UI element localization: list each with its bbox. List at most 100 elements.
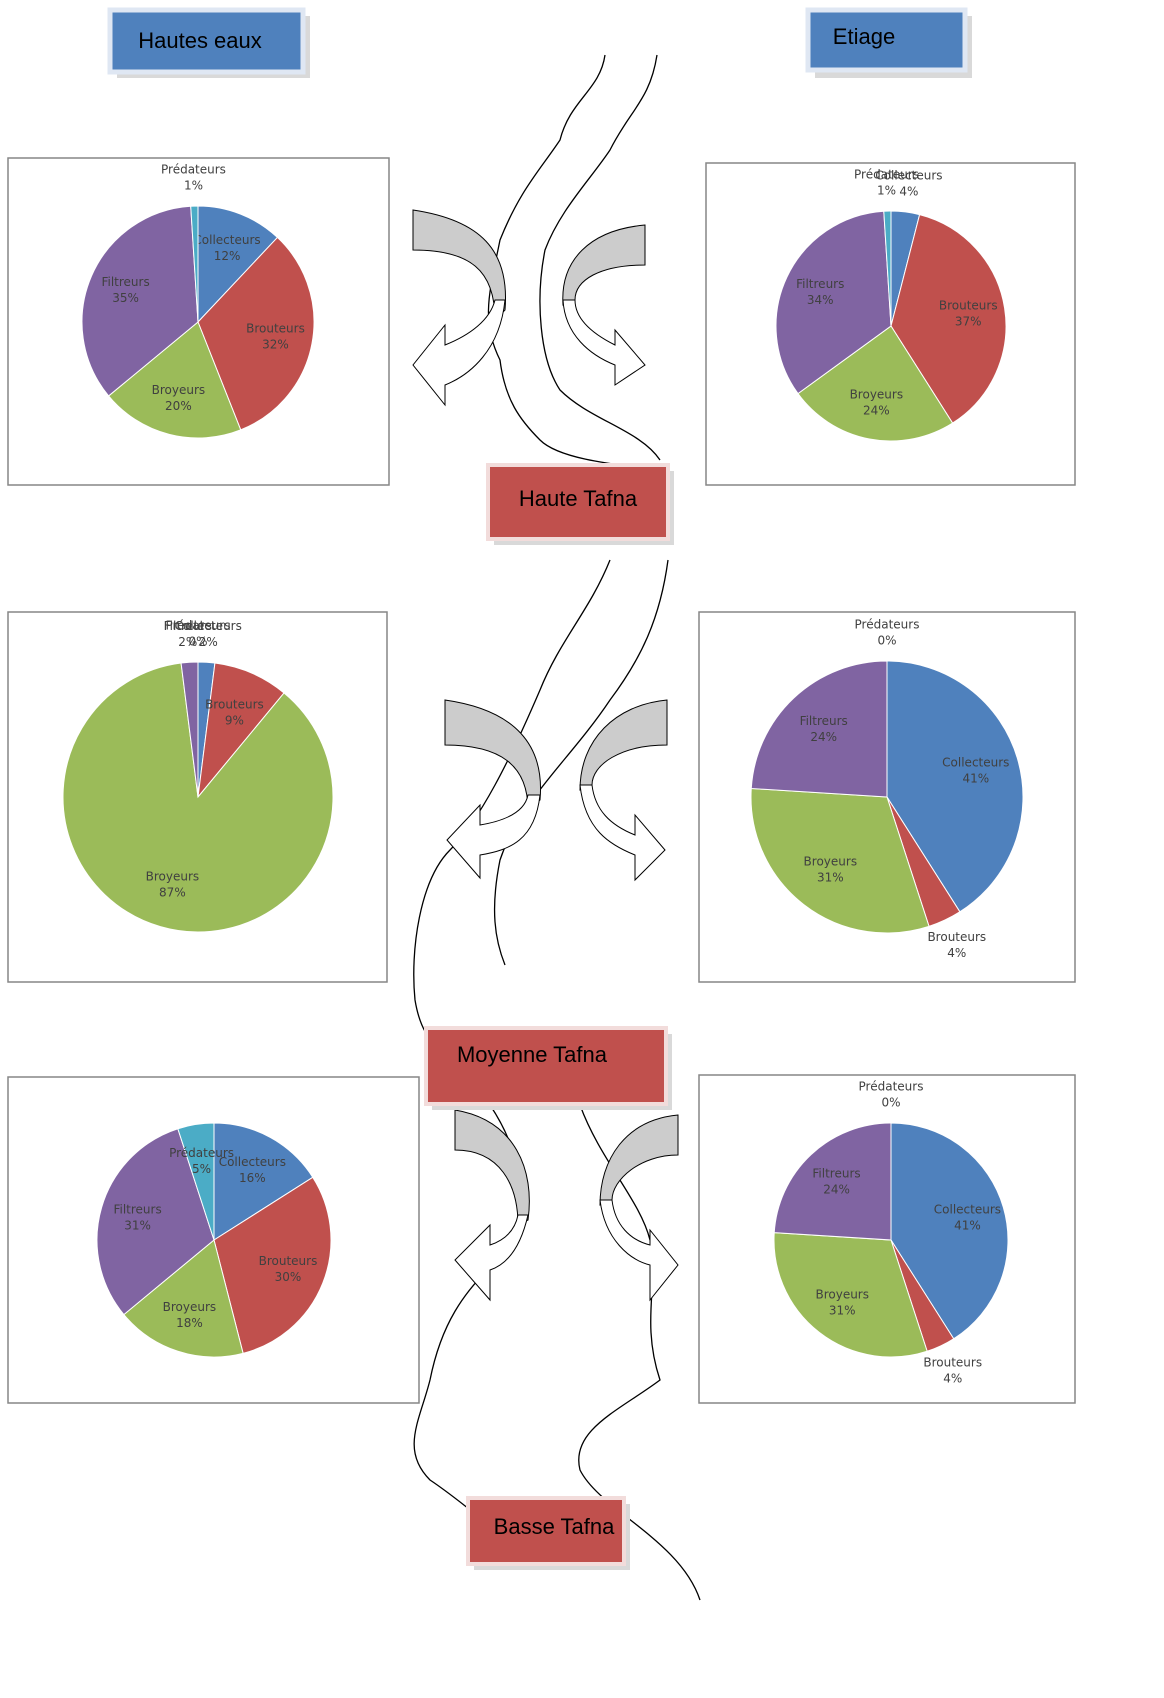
slice-label: Brouteurs (259, 1254, 318, 1268)
slice-label: Collecteurs (175, 619, 242, 633)
slice-label: Filtreurs (796, 277, 844, 291)
slice-label: Prédateurs (166, 619, 231, 633)
pie-chart: Collecteurs 41% Brouteurs 4% Broyeurs 31% Filt… (698, 611, 1076, 983)
slice-value: 20% (165, 399, 192, 413)
slice-label: Collecteurs (219, 1155, 286, 1169)
slice-value: 4% (899, 185, 918, 199)
pie-slice (886, 660, 1024, 913)
pie-slice (177, 1122, 215, 1241)
pie-slice (197, 236, 315, 431)
pie-slice (883, 210, 892, 327)
column-title: Etiage (833, 24, 895, 49)
header-box (805, 7, 968, 73)
pie-slice (123, 1239, 244, 1358)
slice-label: Broyeurs (163, 1300, 217, 1314)
pie-chart: Collecteurs 4% Brouteurs 37% Broyeurs 24% Filt… (705, 162, 1076, 486)
pie-slice (213, 1176, 332, 1354)
slice-label: Collecteurs (934, 1202, 1001, 1216)
pie-slice (890, 1122, 1009, 1340)
pie-slice (190, 205, 199, 323)
slice-label: Filtreurs (113, 1202, 161, 1216)
slice-label: Broyeurs (804, 855, 858, 869)
pie-chart: Collecteurs 16% Brouteurs 30% Broyeurs 18% Fil… (7, 1076, 420, 1404)
slice-value: 31% (829, 1303, 856, 1317)
pie-slice (773, 1122, 892, 1241)
river (413, 54, 701, 1601)
slice-label: Brouteurs (923, 1356, 982, 1370)
pie-slice (96, 1128, 215, 1316)
pie-slice (62, 662, 334, 933)
section-box (486, 463, 670, 541)
pie-slice (773, 1232, 928, 1358)
pie-slice (750, 787, 930, 934)
pie-slice (197, 205, 279, 324)
section-title: Moyenne Tafna (457, 1042, 608, 1067)
header-box (107, 7, 306, 75)
slice-label: Prédateurs (859, 1080, 924, 1094)
slice-value: 12% (214, 249, 241, 263)
pie-slice (107, 321, 242, 439)
slice-label: Filtreurs (101, 275, 149, 289)
slice-value: 87% (159, 886, 186, 900)
slice-value: 2% (178, 635, 197, 649)
section-box (466, 1496, 626, 1566)
slice-value: 4% (943, 1372, 962, 1386)
slice-value: 41% (962, 772, 989, 786)
slice-value: 5% (192, 1162, 211, 1176)
pie-slice (213, 1122, 314, 1241)
slice-label: Broyeurs (850, 387, 904, 401)
pie-chart: Collecteurs 2% Brouteurs 9% Broyeurs 87% Filtr… (7, 611, 388, 983)
slice-value: 1% (877, 184, 896, 198)
pie-slice (775, 210, 892, 395)
slice-value: 34% (807, 293, 834, 307)
slice-label: Brouteurs (246, 321, 305, 335)
slice-value: 0% (877, 634, 896, 648)
pie-slice (797, 325, 954, 442)
pie-chart: Collecteurs 41% Brouteurs 4% Broyeurs 31% Filt… (698, 1074, 1076, 1404)
slice-value: 24% (823, 1183, 850, 1197)
slice-value: 0% (881, 1096, 900, 1110)
slice-value: 9% (225, 713, 244, 727)
column-title: Hautes eaux (138, 28, 262, 53)
slice-value: 31% (817, 871, 844, 885)
slice-value: 16% (239, 1171, 266, 1185)
slice-label: Brouteurs (205, 697, 264, 711)
slice-value: 1% (184, 179, 203, 193)
slice-value: 41% (954, 1218, 981, 1232)
section-box (424, 1026, 668, 1106)
slice-label: Brouteurs (927, 930, 986, 944)
section-title: Haute Tafna (519, 486, 638, 511)
slice-label: Filtreurs (812, 1167, 860, 1181)
section-title: Basse Tafna (494, 1514, 615, 1539)
slice-value: 30% (275, 1270, 302, 1284)
slice-value: 37% (955, 314, 982, 328)
slice-label: Prédateurs (169, 1146, 234, 1160)
charts: Collecteurs 12% Brouteurs 32% Broyeurs 20% Fil… (7, 157, 1076, 1404)
slice-value: 2% (199, 635, 218, 649)
slice-label: Broyeurs (152, 383, 206, 397)
slice-label: Broyeurs (815, 1287, 869, 1301)
slice-label: Prédateurs (854, 168, 919, 182)
slice-label: Prédateurs (161, 163, 226, 177)
slice-value: 0% (188, 635, 207, 649)
slice-label: Broyeurs (146, 870, 200, 884)
headers: Hautes eaux Etiage Haute Tafna Moyenne T… (107, 7, 972, 1570)
slice-value: 24% (863, 403, 890, 417)
pie-chart: Collecteurs 12% Brouteurs 32% Broyeurs 20% Fil… (7, 157, 390, 486)
slice-label: Filtreurs (800, 714, 848, 728)
slice-value: 35% (112, 291, 139, 305)
slice-label: Filtreurs (164, 619, 212, 633)
slice-value: 24% (810, 730, 837, 744)
slice-value: 4% (947, 946, 966, 960)
slice-label: Prédateurs (855, 618, 920, 632)
slice-label: Brouteurs (939, 298, 998, 312)
slice-value: 31% (124, 1218, 151, 1232)
slice-value: 32% (262, 337, 289, 351)
pie-slice (81, 205, 199, 397)
pie-slice (750, 660, 888, 798)
arrows (412, 209, 679, 1302)
slice-label: Collecteurs (942, 756, 1009, 770)
slice-label: Collecteurs (193, 233, 260, 247)
slice-label: Collecteurs (875, 169, 942, 183)
